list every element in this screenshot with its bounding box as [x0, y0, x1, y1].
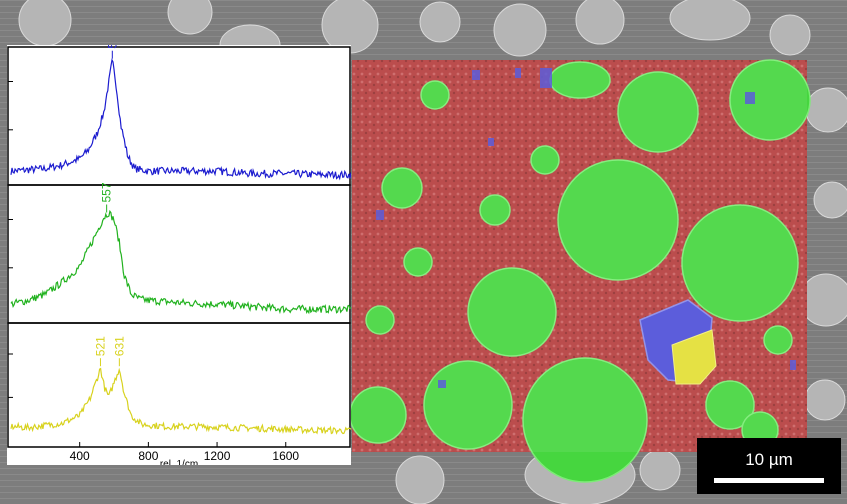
phase-map-overlay: [349, 59, 811, 483]
spectrum-line-1: [10, 58, 351, 181]
peak-label: 590: [105, 45, 119, 49]
x-tick-label: 1600: [272, 449, 299, 463]
peak-label: 521: [93, 336, 107, 356]
peak-label: 631: [112, 336, 126, 356]
scale-bar: 10 µm: [697, 438, 841, 494]
x-tick-label: 400: [70, 449, 90, 463]
peak-label: 557: [100, 182, 114, 202]
spectrum-line-2: [10, 209, 351, 315]
scale-bar-line: [714, 478, 824, 483]
x-tick-label: 1200: [204, 449, 231, 463]
spectra-chart: 590 557 521 631 400 800 1200 1600 rel. 1/cm: [7, 45, 351, 465]
x-axis-label: rel. 1/cm: [160, 459, 198, 465]
scale-bar-label: 10 µm: [745, 450, 793, 469]
raman-spectra-panel: 590 557 521 631 400 800 1200 1600 rel. 1/cm: [7, 45, 351, 465]
spectrum-frame-3: [7, 322, 351, 448]
spectrum-line-3: [10, 367, 351, 435]
x-tick-label: 800: [138, 449, 158, 463]
spectrum-frame-1: [7, 46, 351, 186]
